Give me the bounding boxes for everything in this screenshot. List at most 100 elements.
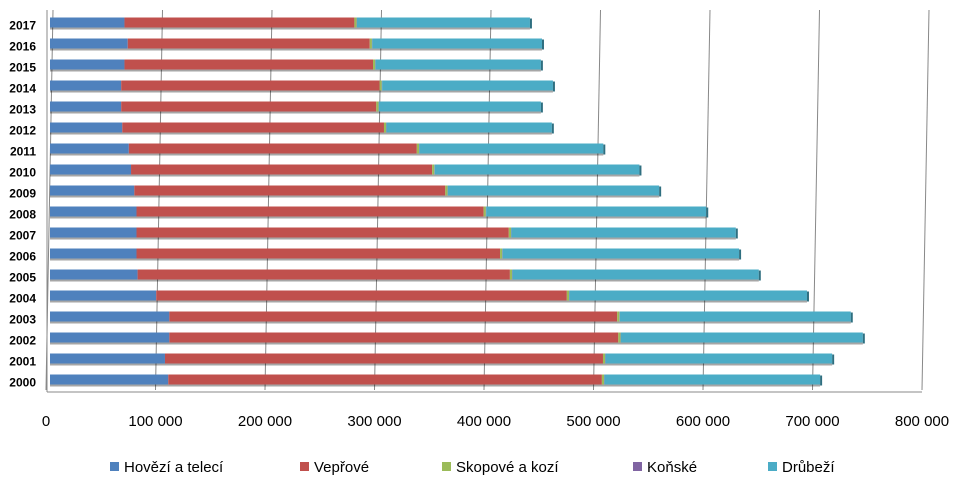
bar-segment xyxy=(50,80,122,91)
bar-segment xyxy=(50,185,135,196)
y-tick-label: 2013 xyxy=(9,103,36,117)
y-tick-label: 2016 xyxy=(9,40,36,54)
y-tick-label: 2017 xyxy=(9,19,36,33)
legend-label: Drůbeží xyxy=(782,459,835,476)
bar-segment xyxy=(354,17,357,28)
bar-segment xyxy=(486,206,707,217)
y-tick-label: 2014 xyxy=(9,82,36,96)
bar-cap xyxy=(659,186,662,197)
x-tick-label: 700 000 xyxy=(785,413,839,430)
bar-segment xyxy=(164,353,603,364)
bar-shadow xyxy=(50,300,807,303)
bar-shadow xyxy=(50,111,541,114)
legend-marker xyxy=(110,462,119,471)
bar-segment xyxy=(419,143,604,154)
bar-segment xyxy=(601,374,605,385)
y-tick-label: 2010 xyxy=(9,166,36,180)
legend-marker xyxy=(633,462,642,471)
y-tick-label: 2004 xyxy=(9,292,36,306)
bar-segment xyxy=(169,311,618,322)
legend-label: Koňské xyxy=(647,459,697,476)
bar-segment xyxy=(136,227,509,238)
bar-segment xyxy=(383,122,387,133)
y-tick-label: 2000 xyxy=(9,376,36,390)
bar-cap xyxy=(639,165,642,176)
bar-cap xyxy=(540,60,543,71)
bar-shadow xyxy=(50,279,759,282)
bar-shadow xyxy=(50,195,660,198)
bar-segment xyxy=(136,206,484,217)
bar-cap xyxy=(832,354,835,365)
bar-segment xyxy=(445,185,448,196)
bar-segment xyxy=(50,269,138,280)
bar-segment xyxy=(156,290,567,301)
bar-cap xyxy=(529,18,532,29)
bar-segment xyxy=(124,17,355,28)
bar-segment xyxy=(50,332,170,343)
bar-segment xyxy=(619,311,851,322)
bar-cap xyxy=(758,270,761,281)
bar-segment xyxy=(50,122,123,133)
grid-line xyxy=(155,9,163,391)
x-tick-label: 800 000 xyxy=(895,413,949,430)
grid-line xyxy=(374,9,382,391)
bar-cap xyxy=(706,207,709,218)
bar-segment xyxy=(136,248,501,259)
bar-shadow xyxy=(50,90,553,93)
bar-segment xyxy=(128,143,417,154)
bar-shadow xyxy=(50,258,740,261)
bar-segment xyxy=(373,59,376,70)
bar-segment xyxy=(378,101,541,112)
x-tick-label: 500 000 xyxy=(566,413,620,430)
bar-shadow xyxy=(50,174,640,177)
bar-cap xyxy=(850,312,853,323)
bar-cap xyxy=(552,81,555,92)
legend-marker xyxy=(768,462,777,471)
bar-cap xyxy=(739,249,742,260)
bar-shadow xyxy=(50,132,552,135)
bar-segment xyxy=(416,143,420,154)
bar-cap xyxy=(551,123,554,134)
bar-segment xyxy=(50,143,129,154)
bar-segment xyxy=(566,290,570,301)
bar-segment xyxy=(432,164,435,175)
bar-cap xyxy=(541,39,544,50)
x-tick-label: 0 xyxy=(42,413,50,430)
bar-segment xyxy=(50,311,170,322)
legend-label: Vepřové xyxy=(314,459,369,476)
bar-segment xyxy=(122,122,384,133)
bar-shadow xyxy=(50,69,541,72)
bar-segment xyxy=(50,290,157,301)
y-tick-label: 2001 xyxy=(9,355,36,369)
bar-segment xyxy=(512,269,759,280)
bar-segment xyxy=(50,17,125,28)
y-tick-label: 2012 xyxy=(9,124,36,138)
bar-cap xyxy=(820,375,823,386)
bar-shadow xyxy=(50,342,863,345)
legend-label: Hovězí a telecí xyxy=(124,459,224,476)
y-tick-label: 2007 xyxy=(9,229,36,243)
legend-marker xyxy=(442,462,451,471)
y-tick-label: 2011 xyxy=(10,145,36,159)
bar-segment xyxy=(124,59,374,70)
bar-segment xyxy=(447,185,660,196)
bar-segment xyxy=(569,290,807,301)
y-tick-label: 2002 xyxy=(9,334,36,348)
grid-line xyxy=(812,9,820,391)
y-tick-label: 2005 xyxy=(9,271,36,285)
bar-segment xyxy=(618,332,621,343)
bar-shadow xyxy=(50,384,821,387)
y-tick-label: 2009 xyxy=(9,187,36,201)
grid-line xyxy=(921,9,930,391)
grid-line xyxy=(483,9,492,391)
bar-segment xyxy=(50,164,132,175)
bar-segment xyxy=(617,311,620,322)
y-tick-label: 2006 xyxy=(9,250,36,264)
bar-segment xyxy=(605,353,833,364)
x-tick-label: 100 000 xyxy=(128,413,182,430)
bar-segment xyxy=(134,185,446,196)
bar-segment xyxy=(434,164,640,175)
bar-segment xyxy=(121,80,380,91)
bar-segment xyxy=(500,248,503,259)
